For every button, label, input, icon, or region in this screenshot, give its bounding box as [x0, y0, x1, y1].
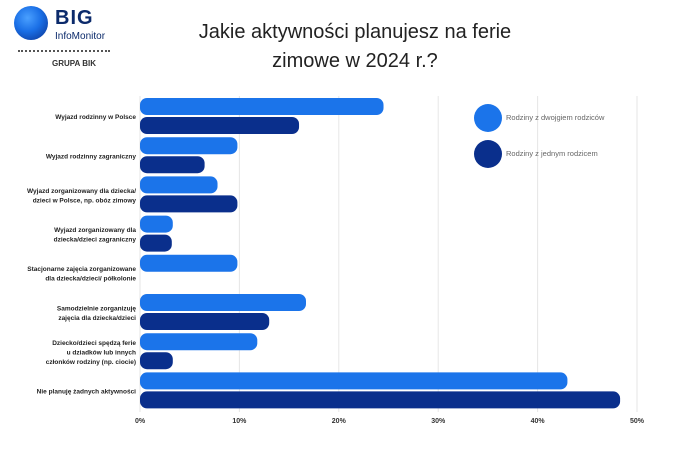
- category-label: Wyjazd rodzinny zagraniczny: [46, 153, 137, 160]
- bar-one-parent: [140, 391, 621, 409]
- legend-label-one-parent: Rodziny z jednym rodzicem: [506, 149, 598, 158]
- legend-swatch-one-parent: [474, 140, 502, 168]
- chart-title: Jakie aktywności planujesz na ferie zimo…: [165, 18, 545, 76]
- big-infomonitor-logo: BIG InfoMonitor GRUPA BIK: [14, 6, 118, 68]
- chart-title-line-1: Jakie aktywności planujesz na ferie: [198, 21, 512, 43]
- x-tick-label: 40%: [531, 418, 546, 425]
- category-label: Wyjazd rodzinny w Polsce: [55, 114, 136, 121]
- logo-divider: [18, 50, 110, 52]
- legend-swatch-two-parents: [474, 104, 502, 132]
- legend-label-two-parents: Rodziny z dwojgiem rodziców: [506, 113, 605, 122]
- x-tick-label: 10%: [232, 418, 247, 425]
- bar-two-parents: [140, 215, 173, 233]
- logo-subtitle: InfoMonitor: [55, 31, 106, 42]
- bar-one-parent: [140, 234, 172, 252]
- bar-chart: 0% 10% 20% 30% 40% 50% Wyjazd rodzinny w Polsc…: [27, 96, 645, 425]
- chart-title-line-2: zimowe w 2024 r.?: [272, 50, 438, 72]
- bar-two-parents: [140, 254, 238, 272]
- category-label: Nie planuję żadnych aktywności: [37, 389, 137, 396]
- x-tick-label: 50%: [630, 418, 645, 425]
- category-label: Wyjazd zorganizowany dla dziecka/dzieci …: [27, 188, 136, 205]
- logo-circle-icon: [14, 6, 48, 40]
- bar-two-parents: [140, 294, 306, 311]
- bar-two-parents: [140, 98, 384, 115]
- bar-two-parents: [140, 333, 258, 351]
- bar-two-parents: [140, 176, 218, 194]
- bar-one-parent: [140, 313, 270, 330]
- x-tick-label: 20%: [332, 418, 347, 425]
- logo-group-text: GRUPA BIK: [52, 59, 96, 68]
- category-label: Stacjonarne zajęcia zorganizowane dla dzi…: [27, 266, 136, 283]
- logo-big-text: BIG: [55, 7, 94, 29]
- bar-one-parent: [140, 156, 205, 174]
- x-tick-label: 30%: [431, 418, 446, 425]
- bar-two-parents: [140, 372, 568, 390]
- bar-one-parent: [140, 117, 300, 134]
- x-tick-label: 0%: [135, 418, 146, 425]
- bar-two-parents: [140, 137, 238, 155]
- bar-one-parent: [140, 352, 173, 370]
- category-label: Wyjazd zorganizowany dla dziecka/dzieci z…: [54, 227, 137, 244]
- category-label: Samodzielnie zorganizuję zajęcia dla dzie…: [57, 305, 136, 322]
- bar-one-parent: [140, 195, 238, 213]
- category-label: Dziecko/dzieci spędzą ferie u dziadków lu…: [46, 340, 137, 366]
